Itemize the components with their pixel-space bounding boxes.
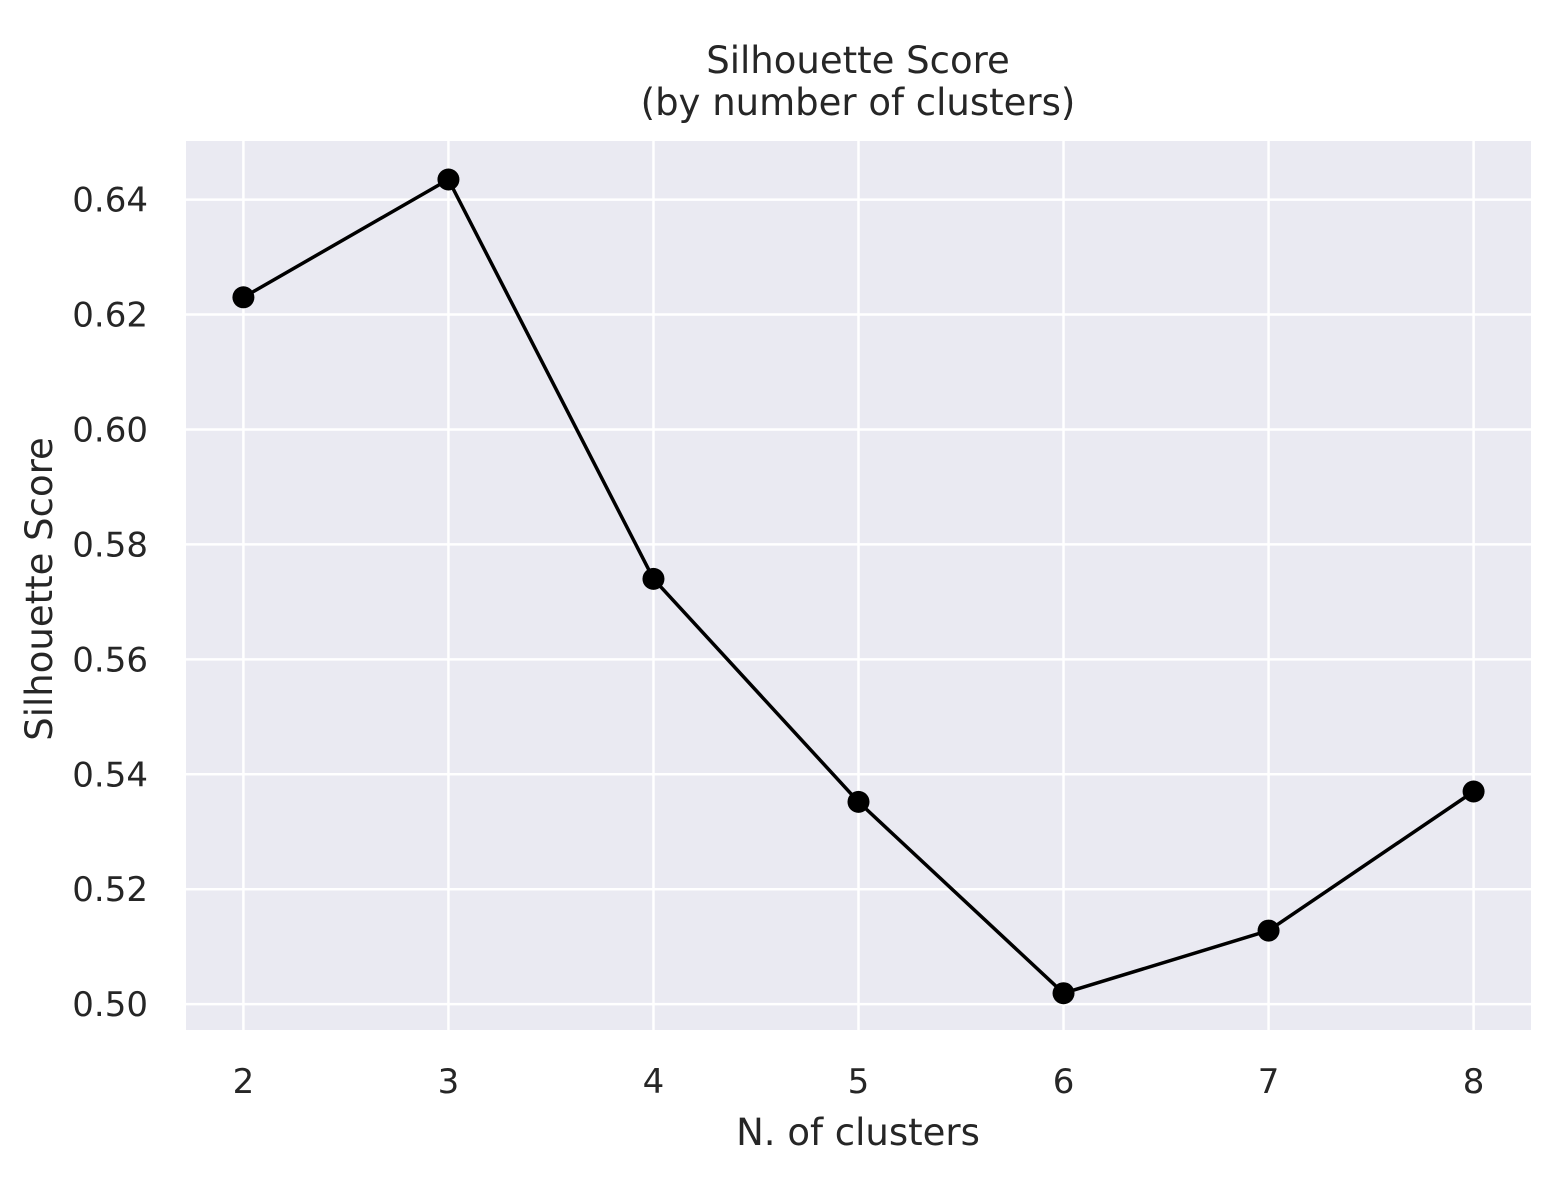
y-tick-labels: 0.50 0.52 0.54 0.56 0.58 0.60 0.62 0.64 bbox=[72, 181, 148, 1026]
chart-title: Silhouette Score bbox=[706, 39, 1010, 82]
data-point bbox=[1052, 982, 1075, 1005]
x-tick-labels: 2 3 4 5 6 7 8 bbox=[233, 1062, 1485, 1102]
data-point bbox=[847, 790, 870, 813]
y-axis-label: Silhouette Score bbox=[18, 437, 61, 741]
data-point bbox=[642, 567, 665, 590]
y-tick-label: 0.60 bbox=[72, 410, 148, 450]
y-tick-label: 0.54 bbox=[72, 755, 148, 795]
series bbox=[232, 168, 1485, 1005]
x-tick-label: 4 bbox=[643, 1062, 665, 1102]
x-tick-label: 8 bbox=[1463, 1062, 1485, 1102]
y-tick-label: 0.58 bbox=[72, 525, 148, 565]
x-tick-label: 3 bbox=[438, 1062, 460, 1102]
y-tick-label: 0.56 bbox=[72, 640, 148, 680]
data-point bbox=[1462, 780, 1485, 803]
data-point bbox=[232, 286, 255, 309]
x-axis-label: N. of clusters bbox=[736, 1111, 980, 1154]
chart-subtitle: (by number of clusters) bbox=[641, 81, 1076, 124]
y-tick-label: 0.52 bbox=[72, 870, 148, 910]
y-tick-label: 0.50 bbox=[72, 985, 148, 1025]
data-point bbox=[1257, 919, 1280, 942]
x-tick-label: 5 bbox=[848, 1062, 870, 1102]
grid bbox=[186, 141, 1531, 1030]
x-tick-label: 7 bbox=[1258, 1062, 1280, 1102]
x-tick-label: 6 bbox=[1053, 1062, 1075, 1102]
x-tick-label: 2 bbox=[233, 1062, 255, 1102]
data-point bbox=[437, 168, 460, 191]
y-tick-label: 0.64 bbox=[72, 181, 148, 221]
y-tick-label: 0.62 bbox=[72, 296, 148, 336]
